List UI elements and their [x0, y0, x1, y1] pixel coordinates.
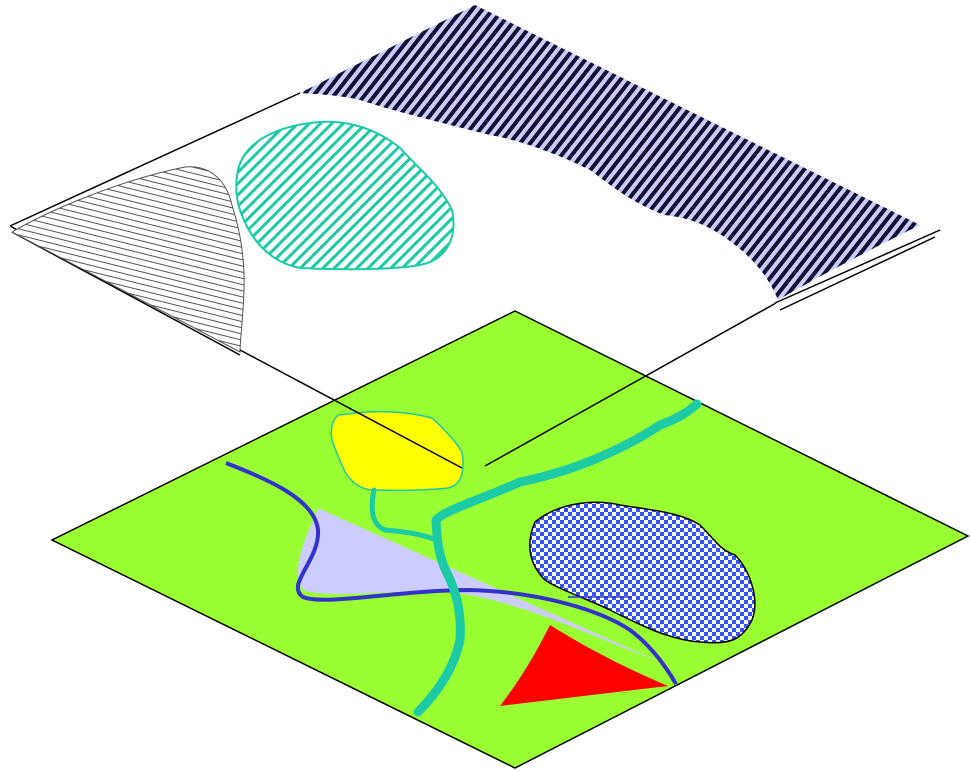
upper-layer-edge-right	[774, 229, 941, 304]
river-line	[225, 461, 678, 686]
teal-hatched-region	[235, 120, 455, 271]
projection-line-left	[239, 349, 463, 469]
projection-line-right	[484, 302, 777, 467]
stream-branch	[369, 487, 439, 543]
striped-region	[300, 5, 920, 300]
base-layer-plane	[50, 310, 970, 769]
checkered-region	[529, 501, 756, 644]
base-layer	[50, 310, 970, 769]
upper-layer-edge-left-top	[9, 92, 301, 227]
gray-hatched-region	[10, 166, 245, 353]
upper-layer	[9, 5, 941, 469]
stream-main	[413, 399, 702, 717]
yellow-region	[330, 410, 464, 492]
red-region	[500, 625, 668, 706]
water-region	[298, 508, 655, 660]
upper-layer-edge-right-2	[779, 236, 936, 311]
